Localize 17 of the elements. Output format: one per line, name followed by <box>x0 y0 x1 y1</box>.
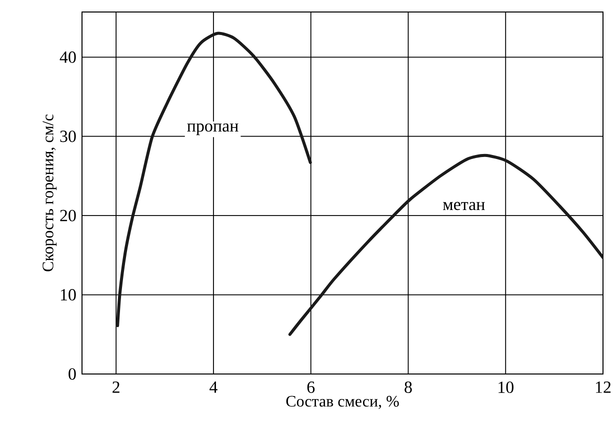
y-tick-label: 20 <box>60 210 76 222</box>
x-tick-label: 8 <box>404 382 412 393</box>
y-axis-title: Скорость горения, см/с <box>42 114 57 272</box>
y-tick-label: 0 <box>68 368 76 380</box>
x-tick-label: 4 <box>210 382 218 393</box>
line-series <box>288 154 603 336</box>
x-tick-label: 6 <box>307 382 315 393</box>
x-tick-label: 2 <box>112 382 120 393</box>
x-axis-title: Состав смеси, % <box>286 396 399 409</box>
annotation: метан <box>442 202 485 210</box>
x-tick-label: 12 <box>596 382 611 393</box>
y-tick-label: 10 <box>60 289 76 301</box>
y-tick-label: 40 <box>60 51 76 63</box>
x-tick-label: 10 <box>498 382 514 393</box>
line-series <box>116 32 312 328</box>
annotation: пропан <box>187 123 238 136</box>
y-tick-label: 30 <box>60 130 76 142</box>
